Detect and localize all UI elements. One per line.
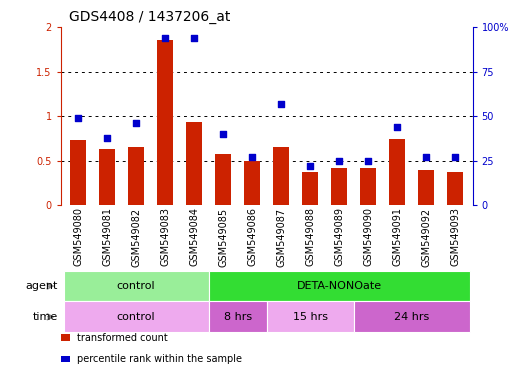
- Text: transformed count: transformed count: [77, 333, 167, 343]
- Point: [161, 35, 169, 41]
- Text: GSM549093: GSM549093: [450, 207, 460, 266]
- Point: [103, 134, 111, 141]
- Text: GSM549084: GSM549084: [189, 207, 199, 266]
- Point: [451, 154, 459, 160]
- Text: GSM549080: GSM549080: [73, 207, 83, 266]
- Bar: [331, 168, 347, 205]
- Bar: [244, 161, 260, 205]
- Point: [364, 158, 372, 164]
- Text: control: control: [117, 281, 155, 291]
- Text: GSM549086: GSM549086: [247, 207, 257, 266]
- Text: GSM549082: GSM549082: [131, 207, 141, 266]
- Bar: [447, 172, 463, 205]
- Text: GSM549083: GSM549083: [160, 207, 170, 266]
- Point: [393, 124, 401, 130]
- Bar: [209, 301, 267, 332]
- Text: GSM549081: GSM549081: [102, 207, 112, 266]
- Text: GSM549085: GSM549085: [218, 207, 228, 266]
- Text: 15 hrs: 15 hrs: [293, 312, 328, 322]
- Bar: [302, 172, 318, 205]
- Text: agent: agent: [26, 281, 58, 291]
- Point: [422, 154, 430, 160]
- Text: 24 hrs: 24 hrs: [394, 312, 429, 322]
- Bar: [99, 149, 115, 205]
- Bar: [354, 301, 470, 332]
- Point: [335, 158, 343, 164]
- Text: GSM549089: GSM549089: [334, 207, 344, 266]
- Bar: [63, 301, 209, 332]
- Text: GSM549091: GSM549091: [392, 207, 402, 266]
- Text: GSM549092: GSM549092: [421, 207, 431, 266]
- Bar: [215, 154, 231, 205]
- Text: 8 hrs: 8 hrs: [223, 312, 252, 322]
- Point: [132, 120, 140, 126]
- Point: [277, 101, 285, 107]
- Point: [248, 154, 257, 160]
- Point: [74, 115, 82, 121]
- Bar: [70, 140, 86, 205]
- Text: GSM549087: GSM549087: [276, 207, 286, 266]
- Bar: [360, 168, 376, 205]
- Text: time: time: [33, 312, 58, 322]
- Bar: [389, 139, 405, 205]
- Text: GSM549090: GSM549090: [363, 207, 373, 266]
- Point: [190, 35, 199, 41]
- Point: [306, 163, 314, 169]
- Text: DETA-NONOate: DETA-NONOate: [297, 281, 382, 291]
- Bar: [209, 271, 470, 301]
- Bar: [267, 301, 354, 332]
- Text: GDS4408 / 1437206_at: GDS4408 / 1437206_at: [69, 10, 230, 25]
- Bar: [418, 170, 434, 205]
- Text: GSM549088: GSM549088: [305, 207, 315, 266]
- Text: control: control: [117, 312, 155, 322]
- Text: percentile rank within the sample: percentile rank within the sample: [77, 354, 242, 364]
- Bar: [63, 271, 209, 301]
- Bar: [128, 147, 144, 205]
- Bar: [273, 147, 289, 205]
- Bar: [186, 122, 202, 205]
- Bar: [157, 40, 173, 205]
- Point: [219, 131, 228, 137]
